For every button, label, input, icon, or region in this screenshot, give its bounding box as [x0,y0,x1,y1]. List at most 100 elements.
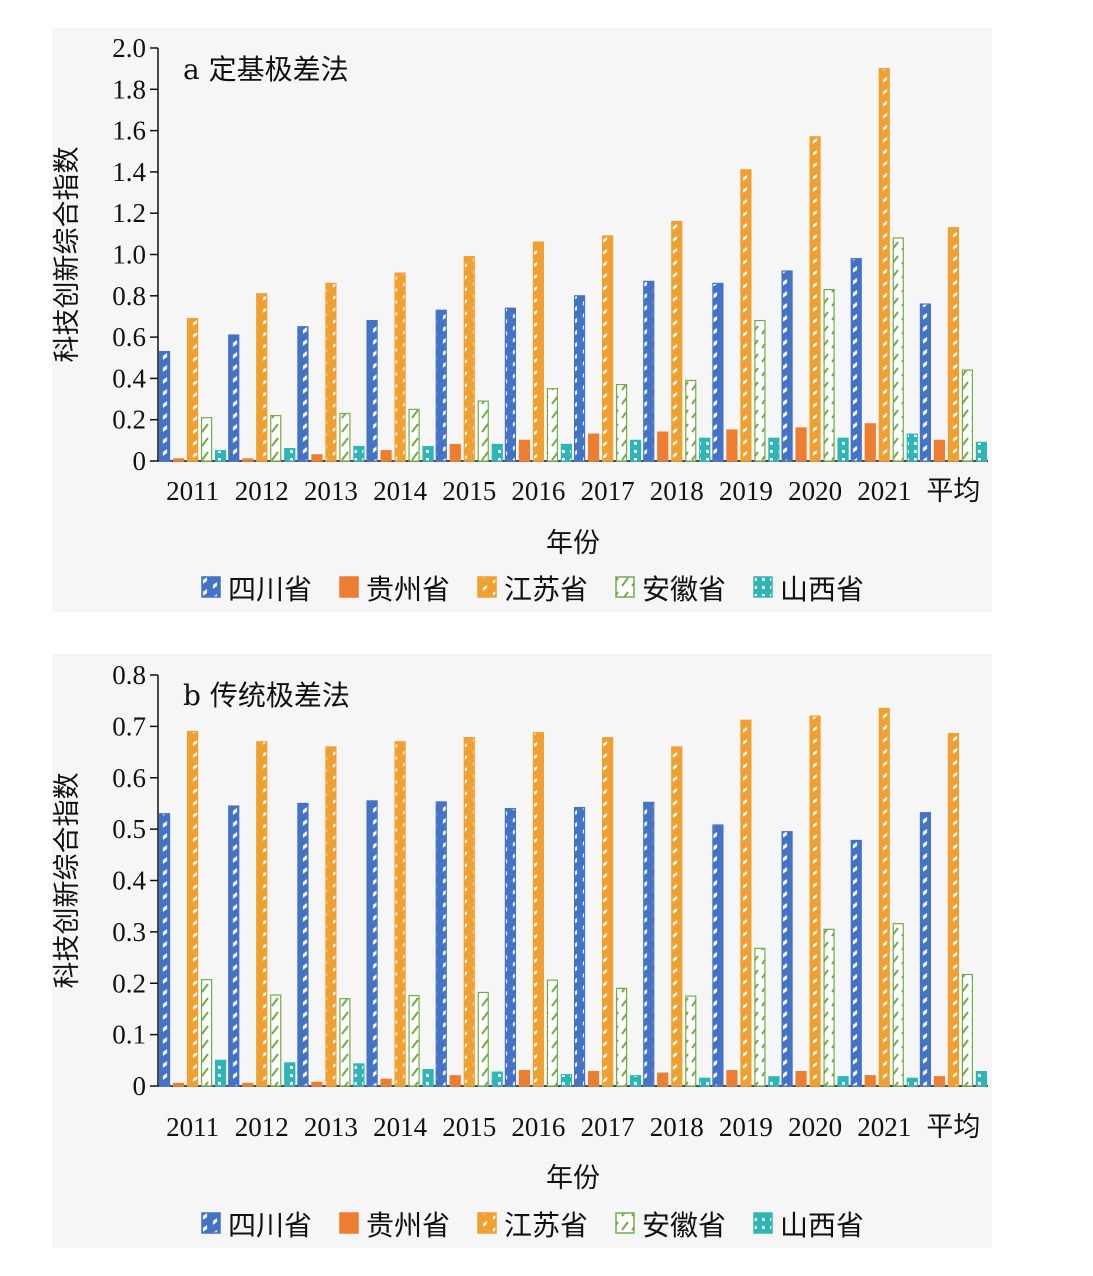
bar-shanxi-6 [629,439,642,462]
x-tick-label: 2019 [719,1112,773,1142]
bar-guizhou-11 [933,1076,946,1087]
bar-shanxi-4 [491,1071,503,1087]
bar-guizhou-11 [933,439,946,462]
bar-shanxi-3 [422,1068,434,1087]
plot-background [52,654,992,1248]
bar-jiangsu-8 [740,169,752,462]
bar-sichuan-5 [504,807,517,1087]
chart-title: a 定基极差法 [183,53,349,86]
legend-swatch-sichuan [201,576,221,598]
bar-anhui-9 [823,928,835,1087]
y-tick-label: 0.1 [112,1020,146,1050]
bar-shanxi-1 [284,1062,296,1087]
bar-sichuan-7 [643,280,655,462]
bar-shanxi-7 [699,437,711,462]
x-tick-label: 2014 [373,1112,428,1142]
bar-shanxi-6 [629,1075,642,1087]
bar-guizhou-10 [864,1075,876,1087]
x-tick-label: 2013 [304,476,358,506]
bar-jiangsu-4 [463,255,475,462]
x-tick-label: 2017 [581,476,635,506]
y-tick-label: 0.3 [112,917,146,947]
bar-anhui-5 [546,388,559,462]
bar-shanxi-5 [560,1074,573,1087]
x-tick-label: 2020 [788,476,842,506]
bar-jiangsu-5 [532,731,545,1087]
bar-sichuan-1 [228,334,240,462]
bar-guizhou-2 [311,1081,323,1087]
bar-jiangsu-4 [463,737,475,1087]
bar-guizhou-0 [172,458,185,462]
bar-jiangsu-10 [878,68,890,462]
x-tick-label: 2014 [373,476,428,506]
x-tick-label: 平均 [926,1112,980,1142]
x-axis-title: 年份 [546,1163,600,1194]
bar-sichuan-6 [573,806,586,1087]
x-tick-label: 2012 [235,476,289,506]
legend-label-anhui: 安徽省 [642,573,726,606]
bar-jiangsu-9 [809,715,821,1087]
bar-guizhou-8 [726,429,738,462]
bar-jiangsu-0 [186,317,199,462]
bar-shanxi-8 [768,437,780,462]
bar-anhui-6 [615,987,628,1087]
bar-guizhou-4 [449,1075,461,1087]
plot-background [52,28,992,612]
legend-swatch-sichuan [201,1212,221,1234]
bar-anhui-9 [823,289,835,462]
y-tick-label: 2.0 [112,33,146,63]
x-tick-label: 2016 [511,476,565,506]
bar-shanxi-9 [837,1076,849,1087]
legend-label-guizhou: 贵州省 [366,1209,450,1242]
x-tick-label: 2011 [166,1112,219,1142]
y-tick-label: 0 [133,1071,147,1101]
bar-guizhou-10 [864,423,876,462]
bar-sichuan-5 [504,307,517,462]
bar-anhui-0 [200,979,213,1087]
bar-jiangsu-10 [878,707,890,1087]
bar-jiangsu-2 [325,746,337,1087]
bar-anhui-6 [615,383,628,462]
bar-guizhou-0 [172,1082,185,1087]
bar-anhui-1 [270,994,282,1087]
bar-jiangsu-7 [671,220,683,462]
bar-guizhou-8 [726,1069,738,1087]
bar-anhui-7 [685,379,697,462]
bar-shanxi-2 [353,445,365,462]
bar-anhui-5 [546,979,559,1087]
bar-shanxi-4 [491,443,503,462]
bar-sichuan-0 [158,813,171,1087]
bar-anhui-4 [477,991,489,1087]
x-tick-label: 2018 [650,1112,704,1142]
bar-jiangsu-11 [947,227,960,462]
bar-sichuan-2 [297,326,309,462]
bar-guizhou-6 [587,433,600,462]
y-axis-title: 科技创新综合指数 [52,147,83,363]
bar-jiangsu-6 [601,235,614,462]
y-tick-label: 0.6 [112,763,146,793]
x-tick-label: 2011 [166,476,219,506]
y-tick-label: 0.4 [112,866,146,896]
bar-sichuan-8 [712,824,724,1087]
legend-label-guizhou: 贵州省 [366,573,450,606]
y-tick-label: 0.5 [112,814,146,844]
x-tick-label: 2020 [788,1112,842,1142]
bar-jiangsu-1 [256,293,268,462]
legend-swatch-guizhou [339,1212,359,1234]
bar-guizhou-3 [380,1078,392,1087]
bar-anhui-2 [339,412,351,462]
bar-sichuan-11 [919,303,932,462]
legend-label-sichuan: 四川省 [228,1209,312,1242]
bar-jiangsu-3 [394,272,406,462]
bar-guizhou-3 [380,450,392,462]
y-tick-label: 1.0 [112,240,146,270]
bar-sichuan-11 [919,812,932,1087]
legend-swatch-guizhou [339,576,359,598]
x-axis-title: 年份 [546,528,600,559]
y-tick-label: 0.8 [112,660,146,690]
bar-guizhou-6 [587,1071,600,1087]
bar-shanxi-11 [975,441,988,462]
bar-jiangsu-7 [671,746,683,1087]
